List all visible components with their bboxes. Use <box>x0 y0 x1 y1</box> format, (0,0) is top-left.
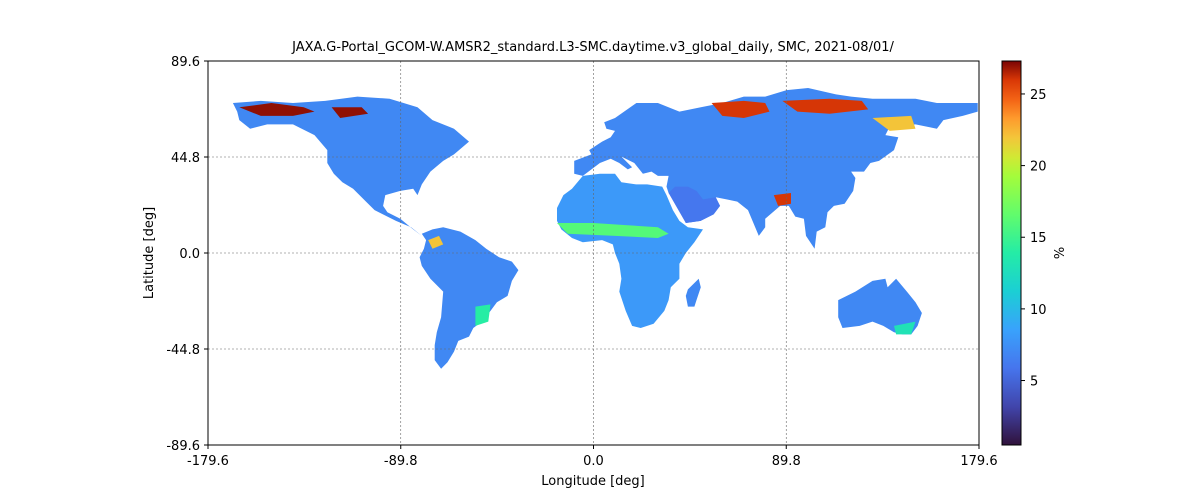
y-axis-ticks: -89.6 -44.8 0.0 44.8 89.6 <box>166 55 208 454</box>
y-tick-label: 44.8 <box>171 151 200 166</box>
chart-title: JAXA.G-Portal_GCOM-W.AMSR2_standard.L3-S… <box>291 40 894 55</box>
region-brazil-se-wet <box>475 304 491 326</box>
x-tick-label: -89.8 <box>384 454 418 469</box>
region-arabia <box>668 186 721 223</box>
y-tick-label: -89.6 <box>166 439 200 454</box>
colorbar-tick-label: 10 <box>1030 303 1047 318</box>
colorbar-ticks: 5 10 15 20 25 <box>1021 88 1047 390</box>
soil-moisture-map <box>232 88 978 369</box>
colorbar <box>1001 60 1022 446</box>
region-australia <box>838 278 922 335</box>
colorbar-tick-label: 25 <box>1030 88 1047 103</box>
colorbar-tick-label: 20 <box>1030 160 1047 175</box>
x-tick-label: 0.0 <box>583 454 604 469</box>
x-tick-label: 179.6 <box>960 454 997 469</box>
region-north-america <box>232 96 469 236</box>
region-east-siberia-wet <box>872 115 916 131</box>
colorbar-tick-label: 15 <box>1030 231 1047 246</box>
region-sahel-wet <box>557 223 669 238</box>
region-south-america <box>419 227 519 369</box>
y-tick-label: 89.6 <box>171 55 200 70</box>
region-africa <box>557 173 703 328</box>
region-central-siberia-wet <box>782 98 869 114</box>
region-canadian-arctic-wet <box>331 107 369 118</box>
colorbar-tick-label: 5 <box>1030 375 1038 390</box>
x-tick-label: 89.8 <box>772 454 801 469</box>
x-tick-label: -179.6 <box>187 454 229 469</box>
region-west-siberia-wet <box>711 100 770 118</box>
region-amazon-top-wet <box>428 235 444 249</box>
x-axis-ticks: -179.6 -89.8 0.0 89.8 179.6 <box>187 445 998 469</box>
x-axis-label: Longitude [deg] <box>541 474 644 489</box>
region-eurasia <box>574 88 978 249</box>
region-alaska-wet <box>239 103 315 116</box>
region-australia-se-wet <box>894 321 916 335</box>
region-bangladesh-wet <box>773 193 791 206</box>
colorbar-label: % <box>1053 247 1068 259</box>
y-tick-label: 0.0 <box>179 247 200 262</box>
region-madagascar <box>685 278 701 307</box>
y-axis-label: Latitude [deg] <box>142 207 157 299</box>
y-tick-label: -44.8 <box>166 343 200 358</box>
grid-lines <box>208 61 979 445</box>
